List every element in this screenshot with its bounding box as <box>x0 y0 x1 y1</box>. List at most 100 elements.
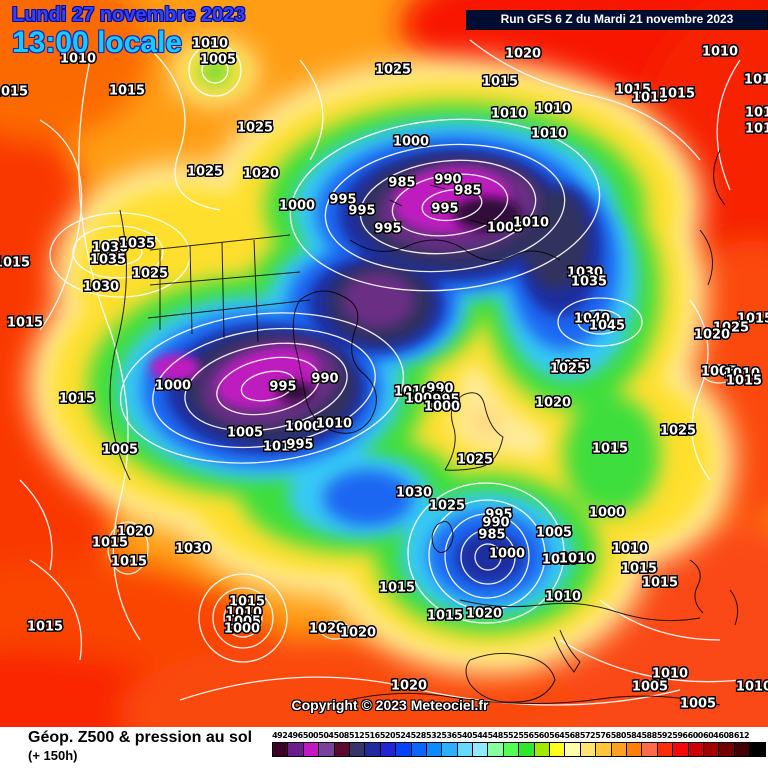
legend-value: 552 <box>502 731 519 740</box>
pressure-label: 1000 <box>589 506 625 521</box>
pressure-label: 1015 <box>7 316 43 331</box>
pressure-label: 1035 <box>119 237 155 252</box>
pressure-label: 1010 <box>60 52 96 67</box>
legend-swatch <box>487 743 503 756</box>
pressure-label: 1030 <box>567 266 603 281</box>
legend-swatch <box>333 743 349 756</box>
pressure-label: 1015 <box>229 595 265 610</box>
pressure-label: 1035 <box>571 275 607 290</box>
color-scale-legend: 492 496 500 504 508 512 516 520 524 528 532 536 540 5… <box>272 731 766 757</box>
pressure-label: 990 <box>434 173 461 188</box>
legend-swatch <box>641 743 657 756</box>
legend-swatch <box>672 743 688 756</box>
pressure-label: 995 <box>432 393 459 408</box>
pressure-label: 1015 <box>642 576 678 591</box>
pressure-label: 1000 <box>279 199 315 214</box>
pressure-label: 1015 <box>111 555 147 570</box>
legend-value: 584 <box>626 731 642 740</box>
pressure-label: 1020 <box>340 626 376 641</box>
map-title: Géop. Z500 & pression au sol <box>28 729 253 746</box>
pressure-label: 985 <box>454 184 481 199</box>
legend-value: 540 <box>456 731 473 740</box>
model-run-bar: Run GFS 6 Z du Mardi 21 novembre 2023 <box>466 10 768 30</box>
pressure-label: 1025 <box>713 321 749 336</box>
pressure-label: 1030 <box>396 486 432 501</box>
legend-swatch <box>656 743 673 756</box>
pressure-label: 995 <box>348 204 375 219</box>
pressure-label: 985 <box>478 528 505 543</box>
legend-value: 528 <box>410 731 427 740</box>
pressure-label: 1015 <box>0 256 30 271</box>
pressure-label: 985 <box>388 176 415 191</box>
legend-swatch <box>610 743 626 756</box>
legend-swatch <box>379 743 396 756</box>
pressure-label: 1015 <box>482 75 518 90</box>
pressure-label: 1015 <box>744 73 768 88</box>
legend-value: 576 <box>595 731 611 740</box>
pressure-label: 1010 <box>724 367 760 382</box>
copyright-label: Copyright © 2023 Meteociel.fr <box>291 697 489 713</box>
legend-value: 608 <box>718 731 734 740</box>
pressure-label: 1025 <box>429 499 465 514</box>
legend-swatch <box>395 743 411 756</box>
pressure-label: 1000 <box>424 400 460 415</box>
legend-swatch <box>702 743 719 756</box>
pressure-label: 1020 <box>117 525 153 540</box>
legend-swatch <box>318 743 334 756</box>
coastlines <box>109 149 739 706</box>
legend-swatch <box>410 743 426 756</box>
pressure-label: 1020 <box>309 622 345 637</box>
pressure-label: 1005 <box>405 392 441 407</box>
legend-swatch <box>595 743 611 756</box>
pressure-label: 1025 <box>237 121 273 136</box>
pressure-label: 1025 <box>375 63 411 78</box>
pressure-label: 1025 <box>550 362 586 377</box>
legend-value: 544 <box>472 731 488 740</box>
pressure-label: 1010 <box>702 45 738 60</box>
pressure-label: 1005 <box>227 426 263 441</box>
pressure-label: 1015 <box>659 87 695 102</box>
legend-swatch <box>425 743 442 756</box>
legend-value-row: 492 496 500 504 508 512 516 520 524 528 532 536 540 5… <box>272 731 766 740</box>
legend-swatch <box>518 743 534 756</box>
pressure-label: 995 <box>329 193 356 208</box>
pressure-label: 1005 <box>701 365 737 380</box>
pressure-label: 1025 <box>187 165 223 180</box>
pressure-label: 1010 <box>192 37 228 52</box>
pressure-label: 1015 <box>92 536 128 551</box>
legend-swatch <box>273 743 288 756</box>
legend-swatch <box>502 743 519 756</box>
legend-value: 500 <box>302 731 319 740</box>
legend-value: 600 <box>687 731 704 740</box>
pressure-label: 1015 <box>59 392 95 407</box>
pressure-label: 1040 <box>574 312 610 327</box>
pressure-label: 1025 <box>132 267 168 282</box>
pressure-label: 990 <box>426 382 453 397</box>
legend-swatch <box>749 743 765 756</box>
pressure-label: 1000 <box>489 547 525 562</box>
pressure-label: 1010 <box>542 553 578 568</box>
legend-value: 580 <box>610 731 627 740</box>
pressure-label: 1005 <box>200 53 236 68</box>
legend-value: 612 <box>733 731 750 740</box>
legend-swatch <box>549 743 565 756</box>
legend-swatch <box>287 743 303 756</box>
valid-date-label: Lundi 27 novembre 2023 <box>12 4 246 26</box>
legend-swatch <box>456 743 473 756</box>
legend-swatch <box>472 743 488 756</box>
pressure-label: 1010 <box>535 102 571 117</box>
legend-value: 588 <box>641 731 657 740</box>
pressure-label: 1010 <box>745 122 768 137</box>
pressure-label: 1010 <box>652 667 688 682</box>
pressure-label: 1005 <box>225 615 261 630</box>
pressure-label: 1005 <box>536 526 572 541</box>
pressure-label: 1015 <box>27 620 63 635</box>
legend-swatch <box>579 743 596 756</box>
pressure-label: 1010 <box>559 552 595 567</box>
legend-swatch <box>302 743 319 756</box>
pressure-label: 1015 <box>737 312 768 327</box>
pressure-label: 1010 <box>513 216 549 231</box>
pressure-label: 1015 <box>632 91 668 106</box>
legend-swatch <box>533 743 550 756</box>
